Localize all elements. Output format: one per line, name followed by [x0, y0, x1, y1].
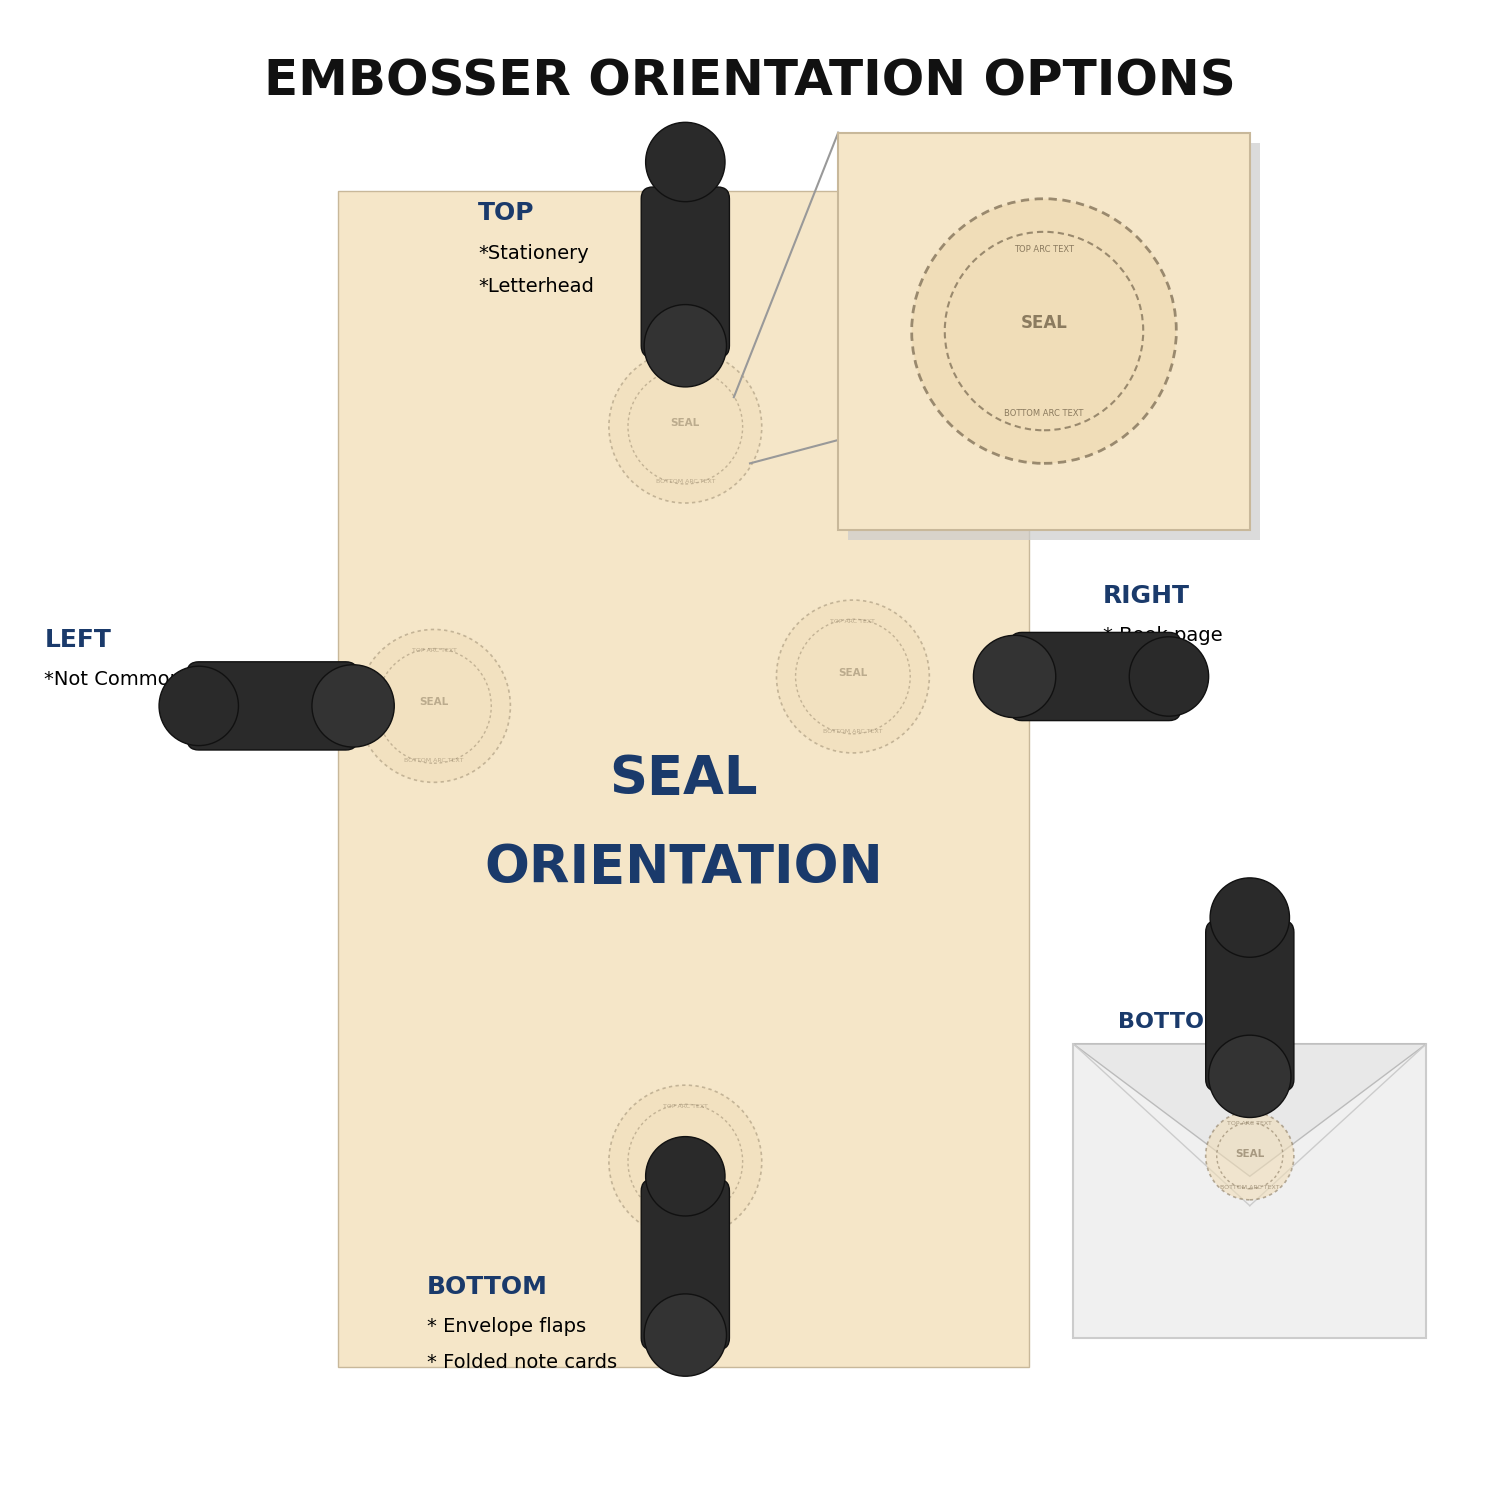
FancyBboxPatch shape: [339, 192, 1029, 1368]
Circle shape: [644, 304, 726, 387]
FancyBboxPatch shape: [1010, 633, 1180, 720]
Text: *Stationery: *Stationery: [478, 243, 590, 262]
Text: Perfect for envelope flaps: Perfect for envelope flaps: [1118, 1050, 1330, 1068]
Circle shape: [1210, 878, 1290, 957]
Text: *Not Common: *Not Common: [45, 670, 183, 688]
Text: BOTTOM ARC TEXT: BOTTOM ARC TEXT: [656, 478, 716, 484]
Text: TOP ARC TEXT: TOP ARC TEXT: [411, 648, 456, 654]
Circle shape: [777, 600, 930, 753]
Text: SEAL: SEAL: [1234, 1149, 1264, 1158]
Text: TOP ARC TEXT: TOP ARC TEXT: [1014, 244, 1074, 254]
Text: TOP: TOP: [478, 201, 534, 225]
Text: BOTTOM ARC TEXT: BOTTOM ARC TEXT: [404, 759, 464, 764]
Circle shape: [912, 200, 1176, 464]
Circle shape: [974, 636, 1056, 717]
Text: TOP ARC TEXT: TOP ARC TEXT: [663, 369, 708, 374]
Text: TOP ARC TEXT: TOP ARC TEXT: [831, 620, 876, 624]
Text: or bottom of page seals: or bottom of page seals: [1118, 1082, 1316, 1100]
Text: SEAL: SEAL: [609, 753, 758, 806]
Text: BOTTOM: BOTTOM: [426, 1275, 548, 1299]
Text: SEAL: SEAL: [1020, 314, 1068, 332]
Text: RIGHT: RIGHT: [1102, 584, 1190, 608]
Text: * Book page: * Book page: [1102, 626, 1222, 645]
Text: BOTTOM ARC TEXT: BOTTOM ARC TEXT: [1220, 1185, 1280, 1190]
Text: SEAL: SEAL: [670, 419, 700, 428]
FancyBboxPatch shape: [640, 188, 729, 357]
FancyBboxPatch shape: [640, 1179, 729, 1350]
Text: BOTTOM ARC TEXT: BOTTOM ARC TEXT: [1005, 408, 1083, 417]
Text: EMBOSSER ORIENTATION OPTIONS: EMBOSSER ORIENTATION OPTIONS: [264, 57, 1236, 105]
Text: ORIENTATION: ORIENTATION: [484, 842, 884, 894]
FancyBboxPatch shape: [1206, 921, 1294, 1090]
Polygon shape: [1074, 1044, 1426, 1176]
FancyBboxPatch shape: [839, 132, 1250, 530]
Text: SEAL: SEAL: [420, 698, 448, 706]
FancyBboxPatch shape: [188, 662, 357, 750]
Circle shape: [1130, 638, 1209, 716]
Circle shape: [357, 630, 510, 783]
Circle shape: [645, 123, 724, 201]
Text: * Folded note cards: * Folded note cards: [426, 1353, 616, 1372]
Text: SEAL: SEAL: [670, 1154, 700, 1162]
Text: BOTTOM: BOTTOM: [1118, 1013, 1226, 1032]
Circle shape: [645, 1137, 724, 1216]
Text: SEAL: SEAL: [839, 668, 867, 678]
Text: LEFT: LEFT: [45, 628, 111, 652]
Text: BOTTOM ARC TEXT: BOTTOM ARC TEXT: [824, 729, 882, 734]
Circle shape: [1206, 1112, 1294, 1200]
Text: TOP ARC TEXT: TOP ARC TEXT: [663, 1104, 708, 1108]
Text: * Envelope flaps: * Envelope flaps: [426, 1317, 585, 1335]
Text: *Letterhead: *Letterhead: [478, 278, 594, 297]
Circle shape: [609, 350, 762, 502]
Circle shape: [1209, 1035, 1292, 1118]
FancyBboxPatch shape: [1074, 1044, 1426, 1338]
Circle shape: [609, 1084, 762, 1238]
Circle shape: [159, 666, 238, 746]
Text: TOP ARC TEXT: TOP ARC TEXT: [1227, 1122, 1272, 1126]
Text: BOTTOM ARC TEXT: BOTTOM ARC TEXT: [656, 1214, 716, 1219]
Circle shape: [644, 1294, 726, 1376]
FancyBboxPatch shape: [849, 142, 1260, 540]
Circle shape: [312, 664, 394, 747]
